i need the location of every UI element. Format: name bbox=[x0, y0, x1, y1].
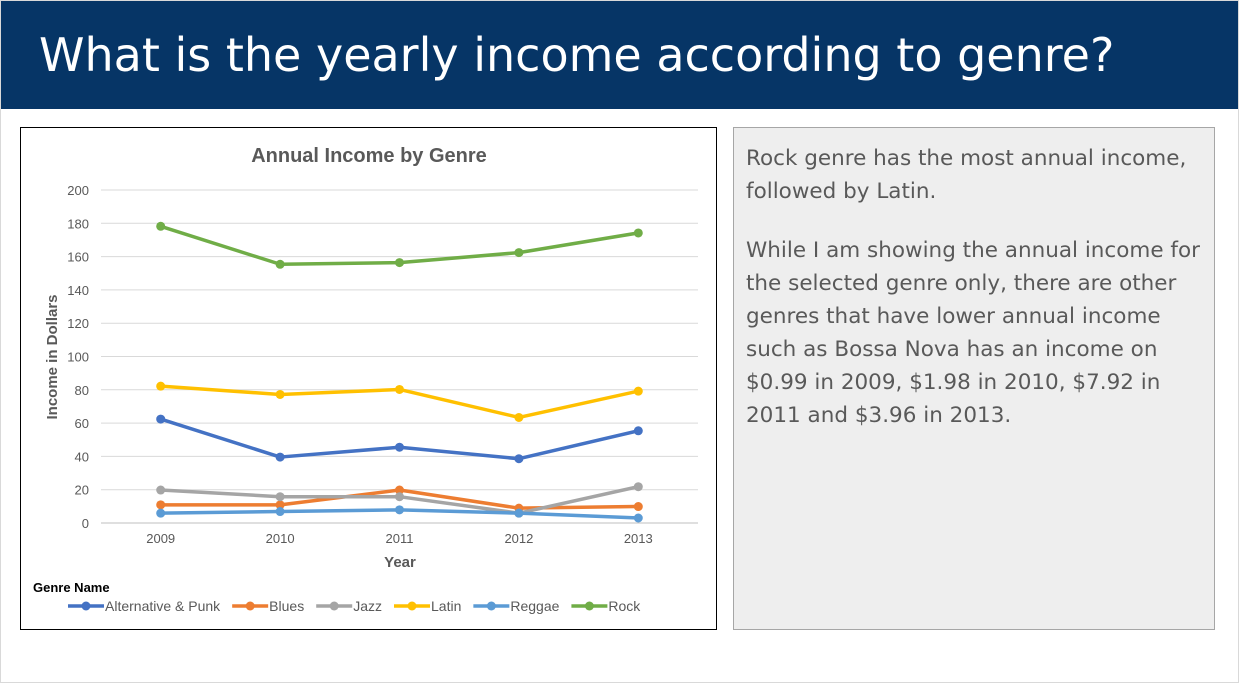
data-point bbox=[633, 502, 643, 512]
legend-marker bbox=[245, 601, 255, 611]
legend-marker bbox=[329, 601, 339, 611]
x-tick-label: 2012 bbox=[504, 531, 533, 546]
data-point bbox=[395, 505, 404, 515]
legend-marker bbox=[407, 601, 417, 611]
data-point bbox=[275, 452, 285, 462]
data-point bbox=[156, 500, 166, 510]
legend-label: Alternative & Punk bbox=[105, 598, 221, 614]
data-point bbox=[395, 384, 404, 394]
line-chart: Annual Income by Genre Income in Dollars… bbox=[33, 145, 698, 614]
data-point bbox=[395, 442, 404, 452]
x-tick-label: 2011 bbox=[386, 531, 414, 546]
header-bar: What is the yearly income according to g… bbox=[1, 1, 1238, 109]
y-axis-label: Income in Dollars bbox=[44, 294, 61, 419]
y-tick-label: 100 bbox=[67, 350, 89, 365]
data-point bbox=[395, 485, 404, 495]
commentary-paragraph-2: While I am showing the annual income for… bbox=[746, 238, 1200, 428]
data-point bbox=[275, 500, 285, 510]
y-tick-label: 140 bbox=[67, 283, 89, 298]
series-line bbox=[158, 417, 641, 461]
legend-label: Reggae bbox=[510, 598, 559, 614]
y-tick-label: 120 bbox=[67, 316, 89, 331]
chart-title: Annual Income by Genre bbox=[251, 145, 487, 167]
legend-marker bbox=[584, 601, 594, 611]
data-point bbox=[514, 412, 524, 422]
data-point bbox=[514, 454, 524, 464]
commentary-panel: Rock genre has the most annual income, f… bbox=[733, 127, 1215, 630]
data-point bbox=[633, 228, 643, 238]
chart-panel: Annual Income by Genre Income in Dollars… bbox=[20, 127, 717, 630]
legend-title: Genre Name bbox=[33, 580, 110, 595]
data-point bbox=[156, 485, 166, 495]
data-point bbox=[156, 381, 166, 391]
x-tick-label: 2010 bbox=[266, 531, 295, 546]
x-tick-label: 2013 bbox=[624, 531, 653, 546]
data-point bbox=[633, 386, 643, 396]
data-point bbox=[275, 507, 285, 517]
data-point bbox=[395, 492, 404, 502]
legend-marker bbox=[81, 601, 91, 611]
data-point bbox=[395, 258, 404, 268]
data-point bbox=[275, 492, 285, 502]
legend-marker bbox=[486, 601, 496, 611]
data-point bbox=[275, 259, 285, 269]
data-point bbox=[514, 248, 524, 258]
x-axis-label: Year bbox=[384, 554, 416, 571]
data-point bbox=[156, 508, 166, 518]
y-tick-label: 60 bbox=[75, 416, 89, 431]
y-tick-label: 200 bbox=[67, 183, 89, 198]
legend-label: Jazz bbox=[353, 598, 382, 614]
x-tick-label: 2009 bbox=[146, 531, 175, 546]
y-tick-label: 20 bbox=[75, 483, 89, 498]
y-tick-label: 40 bbox=[75, 449, 89, 464]
data-point bbox=[633, 426, 643, 436]
legend-label: Blues bbox=[269, 598, 304, 614]
y-tick-label: 0 bbox=[82, 516, 89, 531]
slide-title: What is the yearly income according to g… bbox=[39, 28, 1115, 82]
data-point bbox=[156, 221, 166, 231]
data-point bbox=[633, 482, 643, 492]
data-point bbox=[514, 508, 524, 518]
y-tick-label: 180 bbox=[67, 216, 89, 231]
y-tick-label: 80 bbox=[75, 383, 89, 398]
legend-label: Rock bbox=[608, 598, 641, 614]
data-point bbox=[275, 389, 285, 399]
commentary-paragraph-1: Rock genre has the most annual income, f… bbox=[746, 146, 1187, 204]
data-point bbox=[633, 513, 643, 523]
data-point bbox=[156, 414, 166, 424]
y-tick-label: 160 bbox=[67, 250, 89, 265]
legend-label: Latin bbox=[431, 598, 461, 614]
